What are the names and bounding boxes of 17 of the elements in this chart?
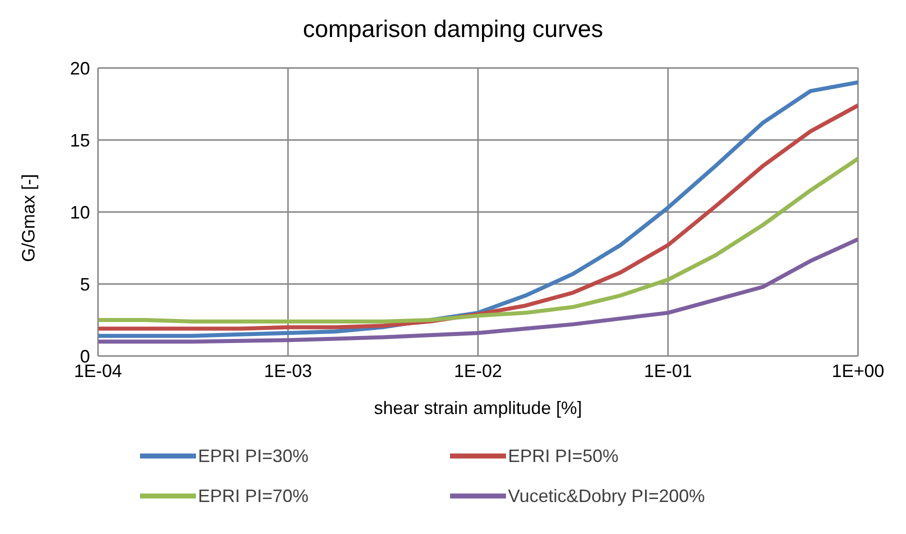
legend-label: EPRI PI=30% [198, 446, 309, 466]
y-tick-label: 20 [70, 58, 90, 78]
y-tick-label: 5 [80, 274, 90, 294]
y-tick-label: 15 [70, 130, 90, 150]
line-series [98, 237, 858, 344]
line-series [98, 156, 858, 324]
legend-label: Vucetic&Dobry PI=200% [508, 486, 705, 506]
x-tick-label: 1E-02 [454, 360, 502, 381]
x-axis-title: shear strain amplitude [%] [374, 398, 582, 418]
x-tick-label: 1E-03 [264, 360, 312, 381]
y-axis-title: G/Gmax [-] [18, 174, 38, 262]
legend-label: EPRI PI=50% [508, 446, 619, 466]
x-tick-label: 1E-01 [644, 360, 692, 381]
legend-label: EPRI PI=70% [198, 486, 309, 506]
y-tick-label: 10 [70, 202, 90, 222]
x-tick-label: 1E+00 [832, 360, 884, 381]
chart-title: comparison damping curves [302, 16, 604, 44]
